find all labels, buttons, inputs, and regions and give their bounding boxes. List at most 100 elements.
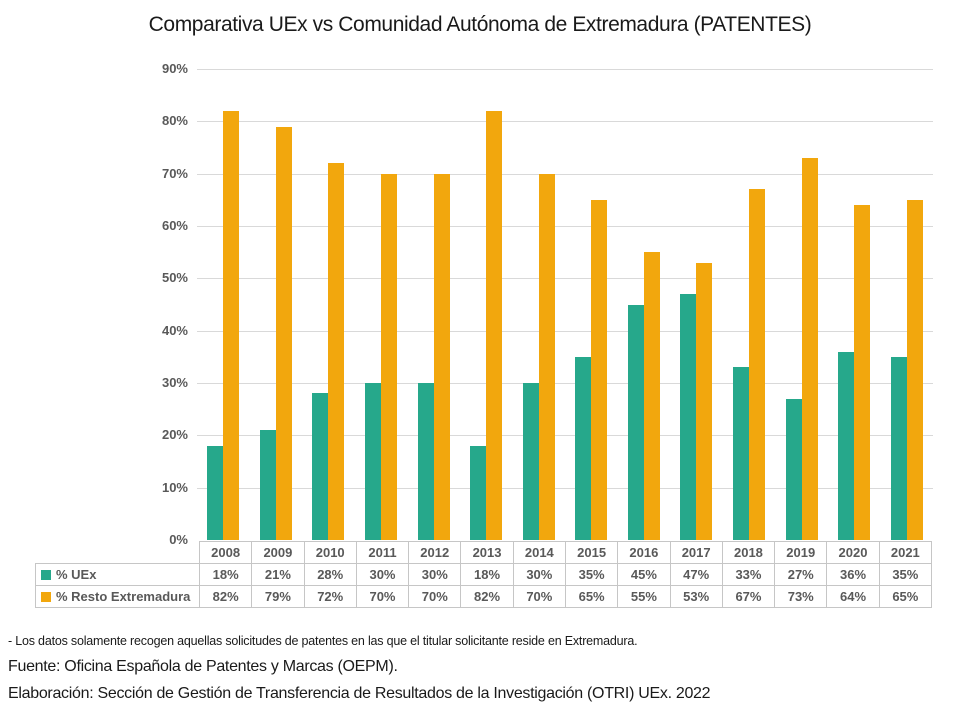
table-row: % UEx 18% 21% 28% 30% 30% 18% 30% 35% 45% 47% 33% 27… — [35, 563, 933, 586]
resto-extremadura-bar — [643, 252, 660, 540]
table-value-cell: 33% — [721, 563, 776, 586]
table-value-cell: 21% — [251, 563, 305, 586]
table-value-cell: 30% — [512, 563, 566, 586]
table-value-cell: 70% — [355, 585, 410, 608]
table-value-cell: 35% — [564, 563, 619, 586]
resto-extremadura-bar — [223, 110, 240, 540]
y-axis-tick-label: 60% — [161, 218, 188, 233]
table-value-cell: 53% — [669, 585, 723, 608]
bar-group — [460, 69, 513, 540]
bar-group — [775, 69, 828, 540]
page-title: Comparativa UEx vs Comunidad Autónoma de… — [148, 13, 812, 36]
table-value-cell: 82% — [460, 585, 514, 608]
bar-group — [565, 69, 618, 540]
resto-extremadura-bar — [749, 189, 766, 540]
year-header-cell: 2013 — [460, 541, 514, 564]
bars-container — [197, 69, 933, 540]
gridline — [197, 69, 933, 70]
resto-extremadura-bar — [275, 126, 292, 540]
table-value-cell: 47% — [669, 563, 723, 586]
bar-group — [723, 69, 776, 540]
footnote-note: - Los datos solamente recogen aquellas s… — [8, 634, 638, 648]
table-value-cell: 73% — [774, 585, 828, 608]
table-value-cell: 64% — [826, 585, 880, 608]
table-row: 2008 2009 2010 2011 2012 2013 2014 2015 2016 2017… — [36, 541, 933, 564]
uex-bar — [417, 383, 434, 540]
table-value-cell: 65% — [878, 585, 933, 608]
year-header-cell: 2012 — [408, 541, 462, 564]
gridline — [197, 487, 933, 489]
legend-cell-uex: % UEx — [35, 563, 200, 586]
year-header-cell: 2017 — [669, 541, 723, 564]
resto-extremadura-legend-swatch-icon — [41, 592, 51, 602]
year-header-cell: 2018 — [721, 541, 776, 564]
uex-bar — [890, 356, 907, 540]
table-value-cell: 79% — [251, 585, 305, 608]
table-value-cell: 28% — [303, 563, 357, 586]
year-header-cell: 2014 — [512, 541, 566, 564]
resto-extremadura-bar — [696, 262, 713, 540]
footnotes: - Los datos solamente recogen aquellas s… — [8, 634, 711, 703]
resto-extremadura-bar — [591, 199, 608, 540]
gridline — [197, 383, 933, 384]
table-value-cell: 36% — [826, 563, 880, 586]
uex-bar — [259, 430, 276, 540]
footnote-elaboration: Elaboración: Sección de Gestión de Trans… — [8, 685, 711, 702]
resto-extremadura-bar — [328, 163, 345, 540]
table-value-cell: 45% — [617, 563, 671, 586]
y-axis-tick-label: 70% — [161, 165, 188, 181]
year-header-cell: 2011 — [355, 541, 410, 564]
series-name-label: % Resto Extremadura — [56, 589, 191, 604]
year-header-cell: 2021 — [878, 541, 933, 564]
y-axis-tick-label: 50% — [161, 270, 188, 286]
gridline — [197, 278, 933, 280]
table-value-cell: 70% — [512, 585, 566, 608]
year-header-cell: 2016 — [617, 541, 671, 564]
table-value-cell: 65% — [564, 585, 619, 608]
year-header-cell: 2010 — [303, 541, 357, 564]
table-value-cell: 82% — [198, 585, 253, 608]
bar-group — [302, 69, 355, 540]
uex-legend-swatch-icon — [41, 570, 51, 580]
bar-group — [828, 69, 881, 540]
resto-extremadura-bar — [801, 157, 818, 540]
uex-bar — [627, 304, 644, 540]
y-axis-tick-label: 10% — [161, 479, 188, 495]
uex-bar — [785, 398, 802, 540]
year-header-cell: 2015 — [564, 541, 619, 564]
footnote-source: Fuente: Oficina Española de Patentes y M… — [8, 658, 398, 675]
gridline — [197, 330, 933, 332]
table-value-cell: 67% — [721, 585, 776, 608]
year-header-cell: 2020 — [826, 541, 880, 564]
y-axis-tick-label: 90% — [161, 61, 188, 76]
resto-extremadura-bar — [433, 173, 450, 540]
bar-group — [670, 69, 723, 540]
data-table-body: 2008 2009 2010 2011 2012 2013 2014 2015 2016 2017… — [35, 541, 933, 608]
year-header-cell: 2009 — [251, 541, 305, 564]
resto-extremadura-bar — [486, 110, 503, 540]
y-axis-tick-label: 30% — [161, 375, 188, 390]
table-value-cell: 30% — [408, 563, 462, 586]
bar-group — [618, 69, 671, 540]
legend-cell-resto-extremadura: % Resto Extremadura — [35, 585, 200, 608]
data-table: 2008 2009 2010 2011 2012 2013 2014 2015 2016 2017… — [35, 541, 933, 608]
gridline — [197, 226, 933, 227]
table-value-cell: 18% — [460, 563, 514, 586]
plot-area — [197, 69, 933, 540]
y-axis-tick-label: 0% — [169, 532, 188, 547]
resto-extremadura-bar — [854, 205, 871, 540]
uex-bar — [207, 445, 224, 540]
resto-extremadura-bar — [381, 173, 398, 540]
year-header-cell: 2008 — [198, 541, 253, 564]
uex-bar — [470, 445, 487, 540]
uex-bar — [733, 367, 750, 540]
table-value-cell: 30% — [355, 563, 410, 586]
table-value-cell: 70% — [408, 585, 462, 608]
series-name-label: % UEx — [56, 567, 97, 582]
bar-group — [881, 69, 934, 540]
gridline — [197, 435, 933, 437]
year-header-cell: 2019 — [774, 541, 828, 564]
bar-group — [407, 69, 460, 540]
bar-group — [250, 69, 303, 540]
